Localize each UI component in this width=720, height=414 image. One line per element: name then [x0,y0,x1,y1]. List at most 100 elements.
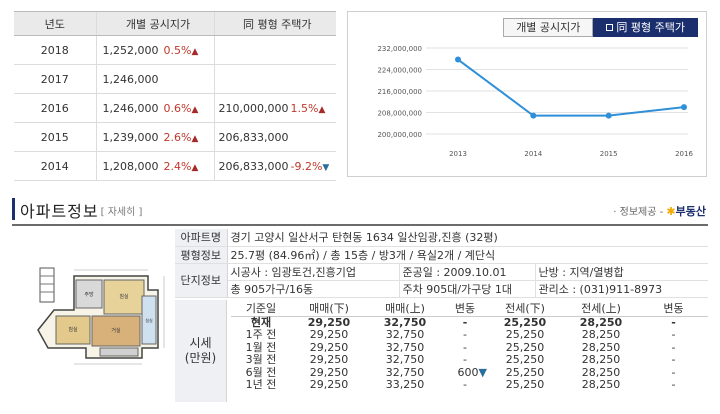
rent-high-cell: 28,250 [579,316,623,329]
room-label: 거실 [111,327,121,334]
heating-value: 난방 : 지역/열병합 [534,263,708,281]
same-size-price-cell: 206,833,000 [213,122,336,152]
price-row: 2014 1,208,000 2.4%▲ 206,833,000 -9.2%▼ [14,151,336,181]
individual-change-pct: 0.5% [163,43,192,57]
data-point [530,112,537,119]
col-year: 년도 [14,11,96,36]
tab-individual-price-label: 개별 공시지가 [516,21,581,34]
year-cell: 2015 [14,122,96,152]
sale-low-cell: 29,250 [307,316,351,329]
apartment-name-label: 아파트명 [175,229,228,247]
checkbox-icon [606,24,614,31]
rent-low-cell: 25,250 [505,353,545,367]
change-arrow-icon: ▲ [191,162,199,173]
completion-date-value: 준공일 : 2009.10.01 [398,263,535,281]
floor-plan-image[interactable]: 침실 침실 거실 주방 침실 [14,230,174,408]
rent-high-cell: 28,250 [581,365,621,379]
change-arrow-icon: ▲ [191,46,199,57]
sale-high-cell: 32,750 [385,353,425,367]
col-rent-change: 변동 [639,300,708,317]
market-price-row: 현재 29,250 32,750 - 25,250 28,250 - [231,317,708,330]
tab-same-size-price[interactable]: 同 평형 주택가 [593,18,698,37]
rent-low-cell: 25,250 [505,378,545,392]
x-tick-label: 2016 [675,150,693,158]
price-history-table: 년도 개별 공시지가 同 평형 주택가 2018 1,252,000 0.5%▲ 20… [14,11,336,181]
price-row: 2017 1,246,000 [14,64,336,94]
year-cell: 2014 [14,151,96,181]
detail-link[interactable]: [ 자세히 ] [100,207,143,218]
rent-change-cell: - [671,340,676,354]
section-title: 아파트정보[ 자세히 ] [12,198,143,221]
y-tick-label: 200,000,000 [377,131,422,139]
col-rent-high: 전세(上) [563,300,639,317]
area-label: 평형정보 [175,246,228,264]
individual-price-value: 1,252,000 [102,43,159,57]
rent-low-cell: 25,250 [503,316,547,329]
parking-value: 주차 905대/가구당 1대 [398,280,535,298]
tab-individual-price[interactable]: 개별 공시지가 [503,18,594,37]
room-label: 주방 [84,291,94,298]
office-phone-value: 관리소 : (031)911-8973 [534,280,708,298]
price-chart-panel: 개별 공시지가 同 평형 주택가 232,000,000 224,000,000 2… [347,11,707,177]
market-price-row: 6월 전 29,250 32,750 600▼ 25,250 28,250 - [231,365,708,380]
individual-price-value: 1,246,000 [102,101,159,115]
sale-low-cell: 29,250 [309,340,349,354]
sale-high-cell: 32,750 [385,328,425,342]
change-arrow-icon: ▲ [318,104,326,115]
sale-low-cell: 29,250 [309,378,349,392]
rent-low-cell: 25,250 [505,340,545,354]
sale-low-cell: 29,250 [309,328,349,342]
series-line [457,58,685,117]
col-sale-high: 매매(上) [367,300,443,317]
sale-low-cell: 29,250 [309,365,349,379]
same-size-price-cell: 210,000,000 1.5%▲ [213,93,336,123]
market-price-label: 시세 (만원) [175,300,227,402]
sale-low-cell: 29,250 [309,353,349,367]
rent-change-cell: - [671,316,676,329]
individual-price-cell: 1,208,000 2.4%▲ [95,151,214,181]
sale-change-cell: - [463,353,467,367]
chart-tabs: 개별 공시지가 同 평형 주택가 [503,18,698,37]
market-price-label-line2: (만원) [184,351,217,365]
individual-price-value: 1,239,000 [102,130,159,144]
apartment-info-table: 아파트명 경기 고양시 일산서구 탄현동 1634 일산임광,진흥 (32평) … [175,229,708,298]
provider-prefix: · 정보제공 - [613,207,664,218]
households-value: 총 905가구/16동 [227,280,399,298]
sale-high-cell: 32,750 [385,365,425,379]
section-divider [12,224,708,226]
info-row-area: 평형정보 25.7평 (84.96㎡) / 총 15층 / 방3개 / 욕실2개… [175,246,708,264]
change-arrow-icon: ▼ [322,162,330,173]
price-line-chart: 232,000,000 224,000,000 216,000,000 208,000… [377,45,693,158]
provider-logo-text: 부동산 [675,205,706,218]
individual-change-pct: 2.4% [163,159,192,173]
same-size-price-cell: 206,833,000 -9.2%▼ [213,151,336,181]
rent-change-cell: - [671,378,676,392]
y-tick-label: 224,000,000 [377,67,422,75]
same-size-change-pct: 1.5% [290,101,319,115]
date-cell: 3월 전 [245,353,277,367]
x-tick-label: 2015 [600,150,618,158]
x-tick-label: 2014 [524,150,542,158]
room-bedroom-2 [55,315,91,345]
rent-change-cell: - [671,353,676,367]
room-living [91,315,141,347]
sale-high-cell: 33,250 [385,378,425,392]
info-row-name: 아파트명 경기 고양시 일산서구 탄현동 1634 일산임광,진흥 (32평) [175,229,708,247]
same-size-change-pct: -9.2% [290,159,323,173]
col-date: 기준일 [231,300,291,317]
change-arrow-icon: ▲ [191,133,199,144]
market-price-row: 3월 전 29,250 32,750 - 25,250 28,250 - [231,354,708,367]
rent-high-cell: 28,250 [581,340,621,354]
same-size-price-value: 210,000,000 [218,101,289,115]
col-rent-low: 전세(下) [487,300,563,317]
provider-logo-icon: ✱ [666,205,676,218]
market-price-table: 기준일 매매(下) 매매(上) 변동 전세(下) 전세(上) 변동 현재 29,2… [231,300,708,392]
room-label: 침실 [145,317,153,323]
date-cell: 1년 전 [245,378,277,392]
individual-price-cell: 1,252,000 0.5%▲ [95,35,214,65]
individual-price-cell: 1,246,000 0.6%▲ [95,93,214,123]
apartment-name-value: 경기 고양시 일산서구 탄현동 1634 일산임광,진흥 (32평) [227,229,708,247]
date-cell: 1주 전 [245,328,277,342]
date-cell: 현재 [250,316,272,329]
rent-low-cell: 25,250 [505,328,545,342]
